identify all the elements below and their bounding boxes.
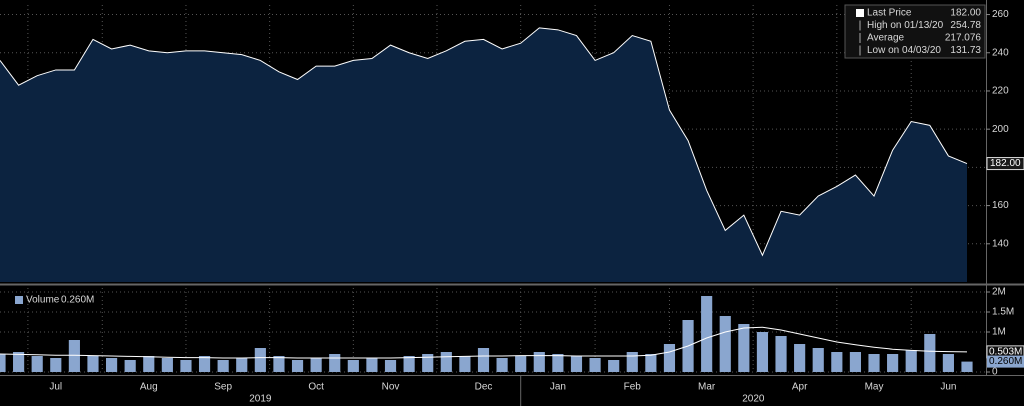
y-tick-label: 1.5M [992, 307, 1014, 318]
volume-bar [719, 316, 731, 372]
legend-value: 254.78 [950, 20, 981, 31]
y-tick-label: 240 [992, 47, 1009, 58]
volume-bar [440, 352, 452, 372]
volume-bar [347, 360, 359, 372]
x-tick-label: Aug [140, 382, 158, 393]
volume-bar [291, 360, 304, 372]
volume-bar [961, 361, 973, 372]
volume-bar [756, 332, 769, 372]
volume-bar [552, 354, 564, 372]
volume-tag [987, 355, 1024, 368]
volume-bar [180, 360, 192, 372]
volume-legend-value: 0.260M [61, 295, 94, 306]
x-tick-label: Feb [624, 382, 642, 393]
volume-bar [533, 352, 545, 372]
price-line [0, 27, 968, 257]
legend-value: 217.076 [945, 33, 982, 44]
volume-bar [87, 356, 99, 372]
y-tick-label: 160 [992, 200, 1009, 211]
volume-tag-label: 0.260M [989, 356, 1022, 367]
volume-bar [477, 348, 490, 372]
volume-bar [161, 358, 173, 372]
volume-bar [105, 358, 118, 372]
y-tick-label: 140 [992, 238, 1009, 249]
volume-bar [608, 360, 620, 372]
volume-bar [198, 356, 211, 372]
x-tick-label: Jan [550, 382, 566, 393]
x-tick-label: Sep [214, 382, 232, 393]
x-tick-label: Oct [308, 382, 324, 393]
volume-bar [459, 356, 471, 372]
x-tick-label: Dec [475, 382, 493, 393]
x-tick-label: Mar [698, 382, 716, 393]
volume-bar [329, 354, 341, 372]
y-tick-label: 260 [992, 9, 1009, 20]
y-tick-label: 200 [992, 124, 1009, 135]
year-label: 2020 [742, 394, 765, 405]
legend-label: Last Price [867, 8, 912, 19]
x-tick-label: Apr [792, 382, 808, 393]
moving-average-line [0, 326, 968, 359]
volume-legend-name: Volume [26, 295, 60, 306]
volume-bar [570, 356, 583, 372]
volume-bar [403, 356, 415, 372]
volume-bar [273, 356, 285, 372]
legend-swatch [856, 9, 864, 17]
volume-bar [422, 354, 434, 372]
y-tick-label: 0 [992, 367, 998, 378]
volume-bar [849, 352, 862, 372]
volume-bar [31, 356, 43, 372]
volume-bar [254, 348, 266, 372]
legend-label: Average [867, 33, 905, 44]
ma-tag-label: 0.503M [989, 347, 1022, 358]
legend-box [844, 4, 986, 59]
volume-bar [663, 344, 676, 372]
year-label: 2019 [249, 394, 272, 405]
volume-bar [217, 360, 229, 372]
price-area [0, 27, 967, 283]
volume-bar [236, 358, 248, 372]
volume-bar [775, 336, 787, 372]
volume-bar [887, 354, 899, 372]
legend-value: 131.73 [950, 45, 981, 56]
volume-bar [738, 324, 750, 372]
volume-bar [496, 358, 508, 372]
volume-bar [794, 344, 806, 372]
volume-bar [589, 358, 601, 372]
volume-bar [0, 354, 6, 372]
x-tick-label: Jun [940, 382, 956, 393]
volume-bar [812, 348, 824, 372]
volume-bar [310, 358, 322, 372]
legend-label: Low on 04/03/20 [867, 45, 941, 56]
volume-bar [701, 296, 713, 372]
volume-bar [905, 350, 917, 372]
x-tick-label: May [865, 382, 884, 393]
volume-bar [384, 360, 397, 372]
legend-value: 182.00 [950, 8, 981, 19]
volume-bar [143, 356, 155, 372]
y-tick-label: 1M [992, 327, 1006, 338]
last-price-tag [986, 157, 1024, 171]
volume-legend-swatch [15, 296, 23, 304]
volume-bar [868, 354, 880, 372]
volume-bar [124, 360, 136, 372]
volume-bar [515, 356, 527, 372]
legend-label: High on 01/13/20 [867, 20, 944, 31]
volume-bar [68, 340, 80, 372]
x-tick-label: Nov [382, 382, 400, 393]
y-tick-label: 220 [992, 86, 1009, 97]
volume-bar [50, 358, 62, 372]
volume-bar [645, 354, 657, 372]
volume-bar [831, 352, 843, 372]
volume-bar [942, 354, 954, 372]
last-price-label: 182.00 [990, 158, 1021, 169]
x-tick-label: Jul [49, 382, 62, 393]
volume-bar [626, 352, 638, 372]
volume-bar [13, 352, 25, 372]
volume-bar [924, 334, 936, 372]
volume-bar [366, 358, 378, 372]
y-tick-label: 2M [992, 287, 1006, 298]
